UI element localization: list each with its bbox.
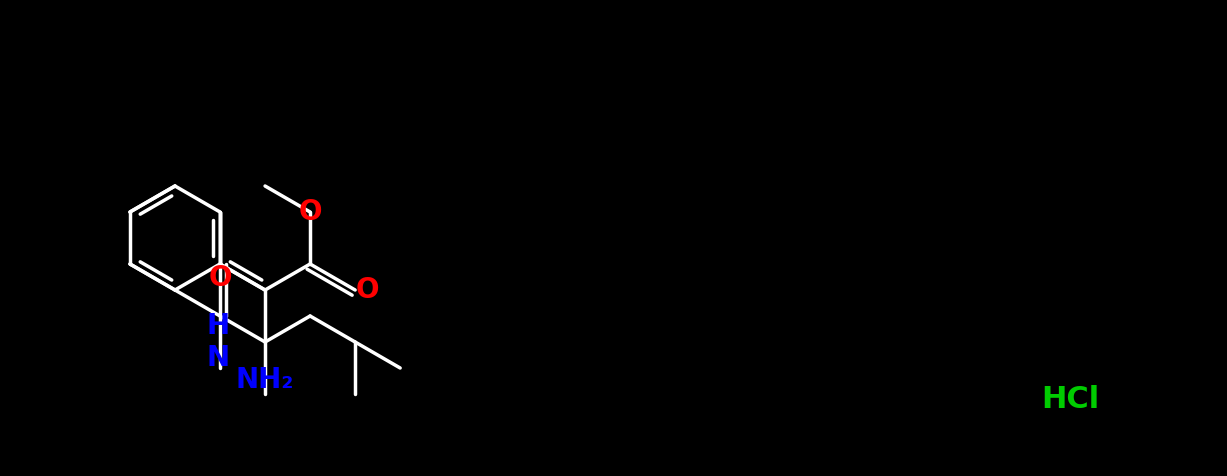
Text: O: O	[209, 264, 232, 292]
Text: HCl: HCl	[1040, 386, 1099, 415]
Text: O: O	[355, 276, 379, 304]
Text: O: O	[298, 198, 321, 226]
Text: H
N: H N	[206, 312, 229, 372]
Text: NH₂: NH₂	[236, 366, 294, 394]
